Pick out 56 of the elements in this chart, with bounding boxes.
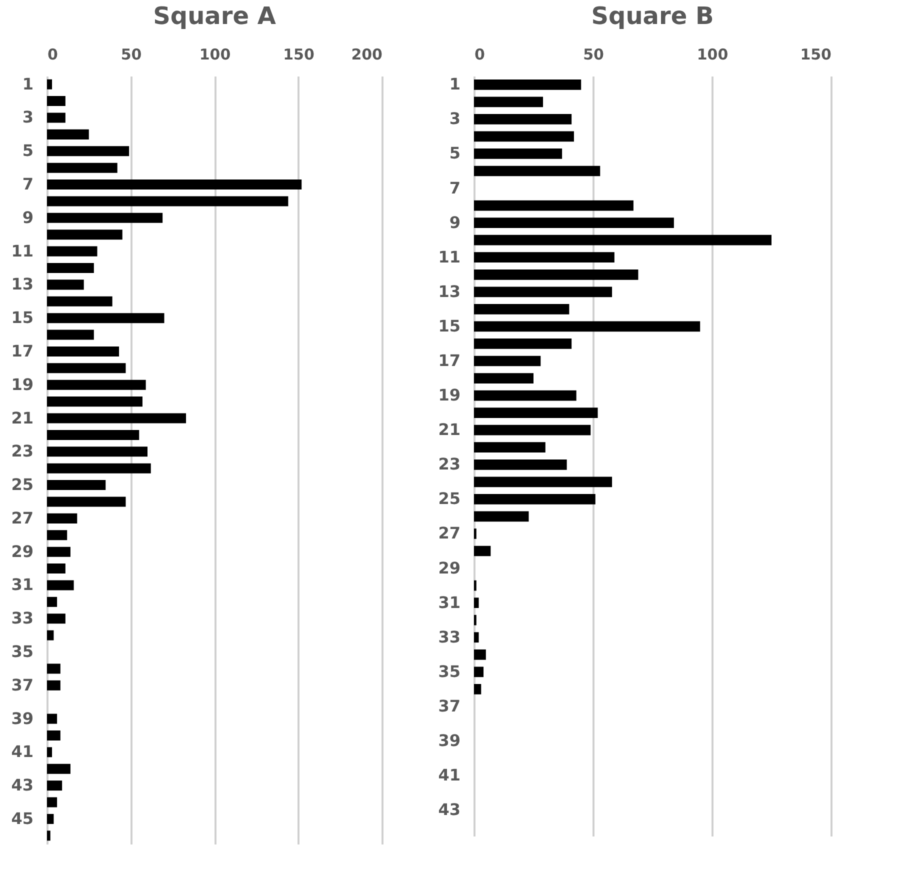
y-tick-label: 5 <box>449 144 460 163</box>
y-tick-label: 31 <box>11 575 34 594</box>
x-tick-label: 100 <box>199 46 231 64</box>
x-tick-label: 100 <box>696 46 728 64</box>
y-tick-label: 3 <box>449 109 460 128</box>
y-tick-label: 31 <box>438 592 460 612</box>
y-tick-label: 33 <box>11 608 34 628</box>
y-tick-label: 43 <box>11 776 34 795</box>
y-tick-label: 33 <box>438 627 460 646</box>
y-tick-label: 17 <box>11 341 34 360</box>
y-tick-label: 35 <box>438 662 460 681</box>
y-tick-label: 1 <box>22 74 34 94</box>
y-tick-label: 9 <box>22 208 34 227</box>
x-tick-label: 0 <box>48 46 58 64</box>
y-tick-label: 11 <box>11 241 34 260</box>
y-tick-label: 41 <box>438 766 460 785</box>
y-tick-label: 13 <box>438 282 460 301</box>
y-tick-label: 27 <box>11 508 34 528</box>
y-tick-label: 29 <box>11 542 34 561</box>
y-tick-label: 23 <box>438 454 460 474</box>
x-tick-label: 200 <box>351 46 382 64</box>
y-tick-label: 1 <box>449 74 460 94</box>
y-tick-label: 9 <box>449 212 460 232</box>
y-tick-label: 11 <box>438 247 460 266</box>
y-tick-label: 37 <box>11 675 34 694</box>
y-tick-label: 27 <box>438 524 460 543</box>
y-tick-label: 37 <box>438 696 460 716</box>
y-tick-label: 5 <box>22 141 34 160</box>
y-tick-label: 25 <box>11 475 34 494</box>
y-tick-label: 45 <box>11 808 34 828</box>
chart-title: Square B <box>591 2 714 30</box>
y-tick-label: 3 <box>22 108 34 127</box>
x-tick-label: 150 <box>283 46 314 64</box>
y-tick-label: 13 <box>11 274 34 294</box>
y-tick-label: 35 <box>11 642 34 661</box>
x-tick-label: 50 <box>120 46 142 64</box>
y-tick-label: 23 <box>11 442 34 461</box>
y-tick-label: 19 <box>11 374 34 394</box>
y-tick-label: 39 <box>438 731 460 750</box>
y-tick-label: 21 <box>11 408 34 428</box>
y-tick-label: 15 <box>11 308 34 328</box>
y-tick-label: 15 <box>438 316 460 336</box>
y-tick-label: 41 <box>11 742 34 762</box>
x-tick-label: 150 <box>800 46 832 64</box>
x-tick-label: 50 <box>583 46 604 64</box>
y-tick-label: 17 <box>438 351 460 370</box>
y-tick-label: 39 <box>11 708 34 728</box>
y-tick-label: 7 <box>449 178 460 198</box>
y-tick-label: 7 <box>22 174 34 194</box>
x-tick-label: 0 <box>474 46 485 64</box>
chart-title: Square A <box>153 2 276 30</box>
y-tick-label: 21 <box>438 420 460 440</box>
y-tick-label: 29 <box>438 558 460 578</box>
y-tick-label: 19 <box>438 386 460 405</box>
y-tick-label: 25 <box>438 489 460 508</box>
y-tick-label: 43 <box>438 800 460 820</box>
